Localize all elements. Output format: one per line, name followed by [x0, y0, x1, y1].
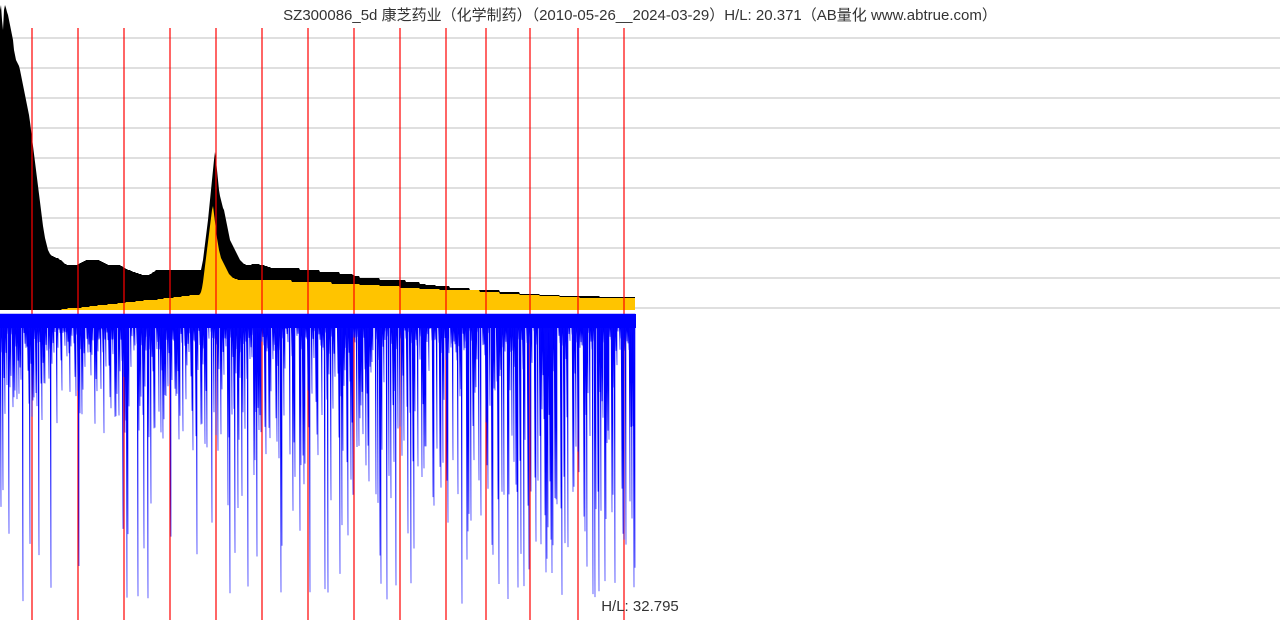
chart-svg	[0, 0, 1280, 620]
chart-footer: H/L: 32.795	[0, 598, 1280, 615]
